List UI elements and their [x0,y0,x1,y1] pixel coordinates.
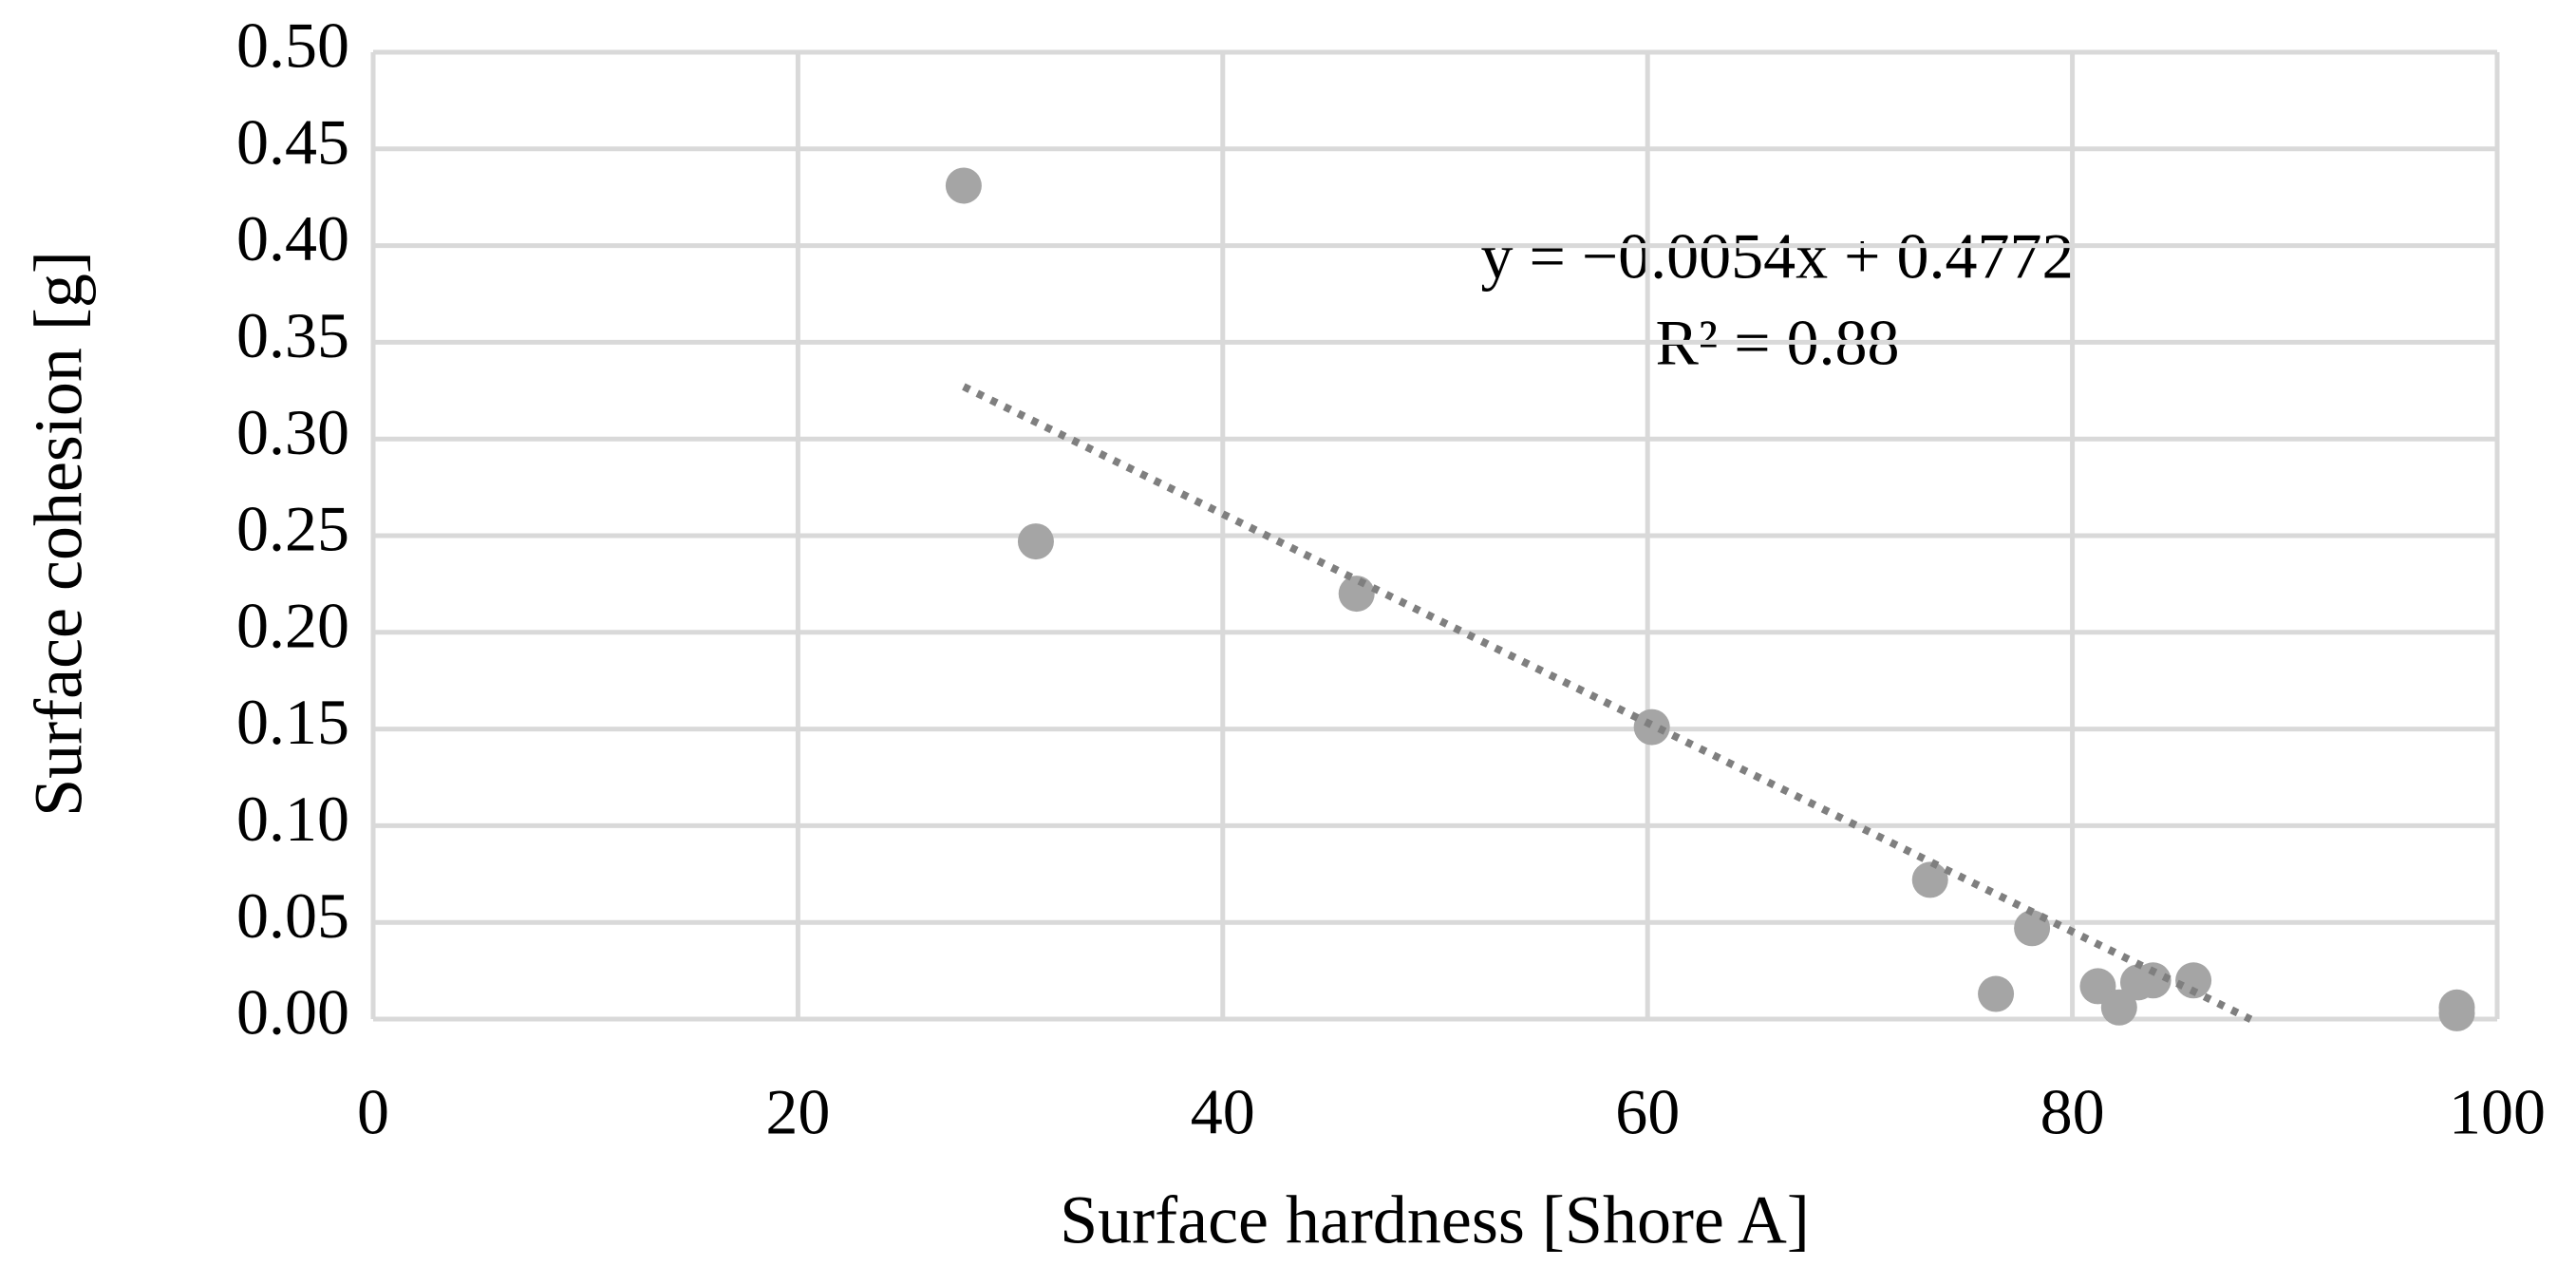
y-tick-label: 0.00 [236,976,349,1049]
y-tick-label: 0.05 [236,879,349,952]
trendline [962,383,2253,1023]
y-tick-label: 0.30 [236,396,349,468]
x-tick-label: 60 [1615,1076,1680,1148]
y-tick-label: 0.10 [236,783,349,855]
x-tick-label: 100 [2449,1076,2546,1148]
point [2438,994,2475,1031]
y-tick-label: 0.15 [236,686,349,758]
point [945,167,982,204]
point [1911,861,1948,898]
y-tick-label: 0.45 [236,105,349,178]
y-tick-label: 0.50 [236,9,349,82]
trendline-equation: y = −0.0054x + 0.4772 [1480,220,2074,293]
point [1633,709,1670,746]
point [2100,989,2137,1026]
x-tick-label: 20 [765,1076,830,1148]
point [2175,962,2212,999]
point [1338,576,1375,613]
point [1017,523,1054,560]
x-tick-label: 40 [1191,1076,1255,1148]
point [2134,962,2172,999]
point [1978,975,2015,1012]
x-tick-label: 80 [2040,1076,2105,1148]
y-tick-label: 0.20 [236,589,349,661]
y-tick-label: 0.35 [236,299,349,371]
y-axis-title: Surface cohesion [g] [21,251,97,817]
x-tick-label: 0 [357,1076,389,1148]
y-tick-label: 0.40 [236,202,349,274]
x-axis-title: Surface hardness [Shore A] [1060,1182,1810,1258]
y-tick-label: 0.25 [236,493,349,565]
